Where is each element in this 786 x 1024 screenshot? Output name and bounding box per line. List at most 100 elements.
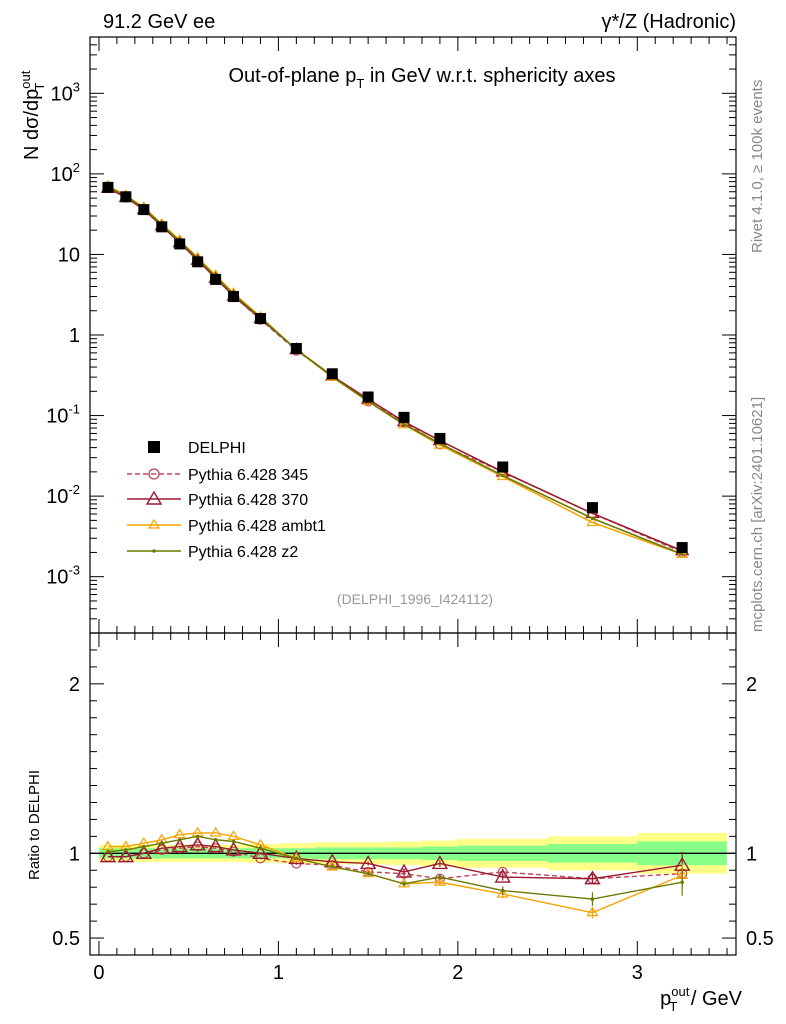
x-tick-label: 3: [632, 962, 643, 984]
main-point-data: [290, 342, 302, 354]
x-tick-label: 0: [93, 962, 104, 984]
legend-marker-p370: [145, 490, 163, 505]
ratio-line-ambt1: [107, 832, 683, 914]
mcplots-label: mcplots.cern.ch [arXiv:2401.10621]: [749, 397, 766, 632]
ratio-point-z2: [366, 871, 370, 876]
main-title: Out-of-plane pT in GeV w.r.t. sphericity…: [228, 65, 615, 91]
main-frame: [89, 36, 737, 634]
ratio-point-ambt1: [433, 875, 446, 886]
header-right-label: γ*/Z (Hadronic): [602, 11, 736, 33]
main-point-data: [586, 502, 598, 514]
ratio-line-p370: [107, 844, 683, 880]
legend-label-ambt1: Pythia 6.428 ambt1: [188, 518, 326, 535]
legend: DELPHI Pythia 6.428 345 Pythia 6.428 370 Py…: [127, 440, 326, 561]
ratio-point-p370: [135, 844, 153, 860]
main-point-data: [254, 313, 266, 325]
main-point-z2: [680, 552, 684, 556]
header-left-label: 91.2 GeV ee: [103, 11, 215, 33]
ratio-point-p370: [225, 841, 242, 856]
main-point-data: [138, 204, 150, 216]
ratio-point-z2: [231, 839, 236, 844]
legend-marker-p345: [148, 468, 160, 480]
main-axis-ticks: 10-3 10-2 10-1 1 10 102 103: [46, 36, 736, 634]
legend-label-p370: Pythia 6.428 370: [188, 492, 308, 509]
main-point-data: [228, 291, 240, 303]
x-axis-label: pout T / GeV: [660, 984, 743, 1014]
main-ylabel: N dσ/dpoutT: [18, 70, 47, 160]
analysis-tag: (DELPHI_1996_I424112): [337, 591, 493, 607]
ratio-ytick-label-left: 1: [69, 843, 80, 865]
main-point-data: [210, 273, 222, 285]
ratio-point-z2: [680, 880, 684, 884]
main-point-z2: [501, 473, 505, 478]
ratio-point-p370: [171, 838, 188, 853]
ratio-ytick-label-left: 0.5: [52, 928, 80, 950]
ratio-point-p370: [395, 863, 413, 878]
ratio-point-z2: [142, 844, 146, 849]
main-point-z2: [590, 516, 595, 520]
rivet-version-label: Rivet 4.1.0, ≥ 100k events: [749, 80, 766, 253]
main-panel: 10-3 10-2 10-1 1 10 102 103 Out-of-plane pT in…: [18, 36, 737, 634]
ratio-point-z2: [590, 897, 595, 901]
ratio-point-ambt1: [227, 830, 240, 840]
ratio-ytick-label-right: 1: [746, 843, 757, 865]
ratio-point-z2: [500, 888, 505, 893]
ratio-series-group: [99, 826, 691, 919]
ratio-point-z2: [159, 841, 164, 845]
ratio-point-z2: [294, 856, 299, 861]
main-point-ambt1: [397, 418, 411, 429]
ratio-point-z2: [195, 834, 200, 839]
ratio-point-p370: [99, 848, 117, 863]
ratio-axis-ticks: 0.5 0.5 1 1 2 2 0 1 2 3: [52, 633, 774, 984]
legend-marker-ambt1: [147, 518, 161, 529]
main-point-data: [398, 411, 410, 423]
main-ytick-label: 10: [58, 244, 80, 266]
main-point-data: [102, 181, 114, 193]
main-ytick-label: 103: [51, 79, 80, 105]
ratio-point-p370: [494, 868, 511, 883]
ratio-ytick-label-right: 2: [746, 674, 757, 696]
ratio-point-z2: [402, 882, 406, 886]
main-ytick-label: 10-3: [46, 563, 80, 589]
legend-label-z2: Pythia 6.428 z2: [188, 544, 298, 561]
ratio-ytick-label-left: 2: [69, 674, 80, 696]
x-tick-label: 2: [452, 962, 463, 984]
main-ytick-label: 1: [69, 325, 80, 347]
ratio-ylabel: Ratio to DELPHI: [26, 770, 43, 880]
ratio-point-z2: [177, 837, 182, 842]
ratio-point-ambt1: [496, 887, 509, 898]
main-point-data: [192, 256, 204, 268]
ratio-point-z2: [124, 848, 128, 852]
ratio-point-z2: [106, 849, 110, 854]
ratio-point-z2: [258, 846, 263, 851]
legend-marker-z2: [152, 549, 156, 553]
ratio-point-p370: [207, 838, 224, 853]
ratio-point-z2: [213, 837, 218, 842]
main-point-data: [174, 238, 186, 250]
ratio-point-p370: [252, 844, 269, 860]
main-point-ambt1: [496, 470, 509, 481]
main-ytick-label: 10-1: [46, 402, 80, 428]
ratio-point-p370: [153, 839, 170, 854]
ratio-panel: 0.5 0.5 1 1 2 2 0 1 2 3 Ratio to DELPHI pout T / G…: [26, 632, 774, 1014]
main-point-data: [434, 432, 446, 444]
ratio-point-ambt1: [101, 840, 115, 851]
main-point-data: [156, 221, 168, 233]
ratio-point-ambt1: [586, 906, 599, 917]
ratio-point-p370: [584, 870, 601, 885]
main-point-data: [326, 368, 338, 380]
ratio-point-z2: [330, 865, 335, 869]
x-tick-label: 1: [273, 962, 284, 984]
main-point-z2: [402, 422, 406, 426]
legend-label-data: DELPHI: [188, 440, 246, 457]
main-ytick-label: 102: [51, 160, 80, 186]
legend-marker-data: [148, 441, 160, 453]
ratio-point-z2: [438, 875, 442, 879]
ratio-point-p370: [431, 855, 449, 870]
main-ytick-label: 10-2: [46, 482, 80, 508]
ratio-point-ambt1: [209, 826, 222, 837]
main-point-data: [120, 191, 132, 203]
main-point-data: [497, 461, 509, 473]
ratio-point-ambt1: [173, 828, 186, 839]
